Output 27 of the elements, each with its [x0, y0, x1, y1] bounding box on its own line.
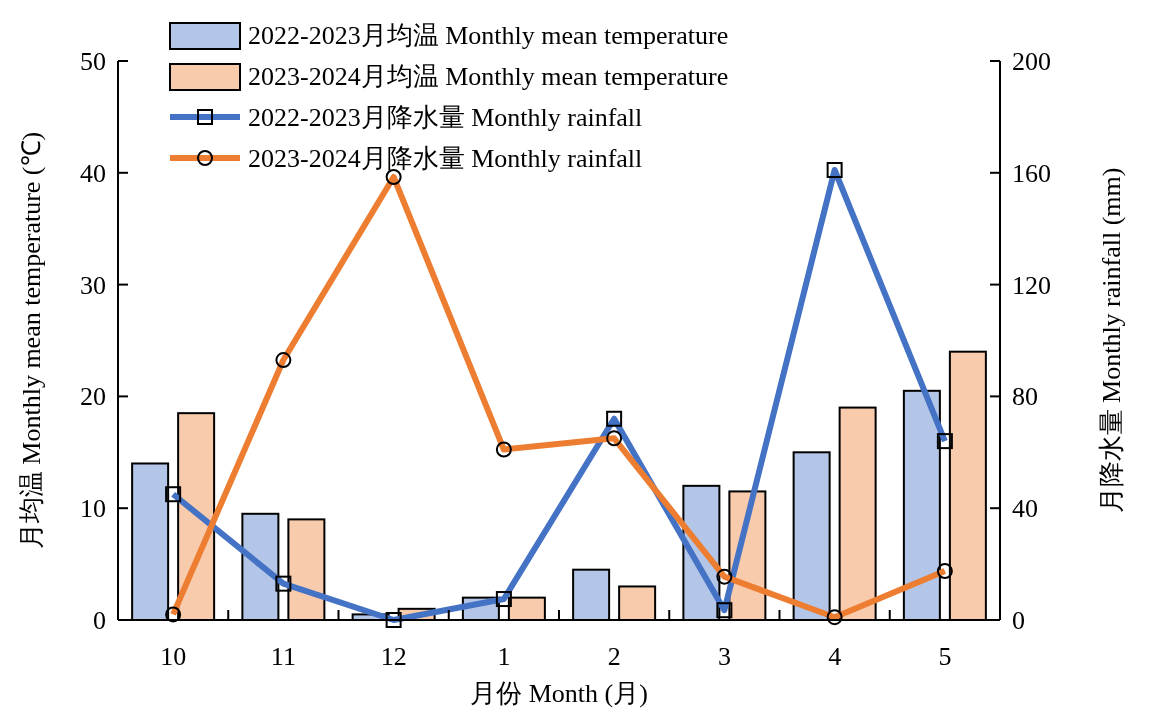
y-axis-title: 月均温 Monthly mean temperature (℃) [17, 131, 46, 550]
legend-label: 2022-2023月降水量 Monthly rainfall [248, 103, 643, 132]
y-tick-label: 30 [80, 270, 106, 300]
y2-tick-label: 0 [1012, 606, 1025, 635]
x-tick-label: 10 [160, 642, 187, 671]
y2-axis-title: 月降水量 Monthly rainfall (mm) [1097, 167, 1126, 514]
y-tick-label: 40 [80, 158, 106, 188]
x-tick-label: 11 [270, 642, 296, 671]
x-axis-title: 月份 Month (月) [470, 679, 648, 708]
x-tick-label: 2 [607, 642, 621, 671]
x-tick-label: 4 [828, 642, 842, 671]
legend-label: 2023-2024月均温 Monthly mean temperature [248, 62, 729, 91]
y2-tick-label: 200 [1012, 47, 1051, 76]
x-tick-label: 5 [938, 642, 952, 671]
legend-label: 2023-2024月降水量 Monthly rainfall [248, 144, 643, 173]
x-tick-label: 1 [497, 642, 511, 671]
y-tick-label: 50 [80, 47, 106, 76]
y2-tick-label: 40 [1012, 494, 1038, 524]
legend-label: 2022-2023月均温 Monthly mean temperature [248, 21, 729, 50]
y-tick-label: 0 [93, 606, 106, 635]
y-tick-label: 10 [80, 494, 106, 524]
x-tick-label: 3 [717, 642, 731, 671]
x-tick-label: 12 [380, 642, 407, 671]
y-tick-label: 20 [80, 382, 106, 412]
y2-tick-label: 120 [1012, 270, 1051, 300]
y2-tick-label: 80 [1012, 382, 1038, 412]
y2-tick-label: 160 [1012, 158, 1051, 188]
